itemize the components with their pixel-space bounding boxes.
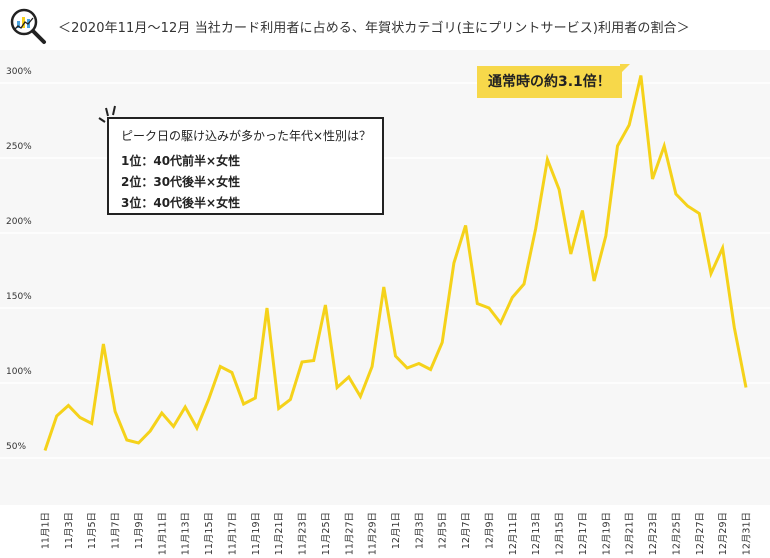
y-tick-label: 300%: [6, 67, 32, 77]
x-axis-ticks: 11月1日 11月3日 11月5日 11月7日 11月9日 11月11日 11月13日 11月…: [41, 512, 753, 555]
x-tick-label: 12月19日: [601, 512, 612, 555]
y-axis-ticks: 50% 100% 150% 200% 250% 300%: [6, 67, 32, 452]
x-tick-label: 12月9日: [484, 512, 495, 549]
x-tick-label: 12月7日: [461, 512, 472, 549]
peak-callout: 通常時の約3.1倍！: [477, 66, 622, 98]
chart-title: ＜2020年11月〜12月 当社カード利用者に占める、年賀状カテゴリ(主にプリン…: [58, 21, 690, 36]
series-group: [43, 75, 748, 451]
x-tick-label: 11月1日: [41, 512, 52, 549]
x-axis-area: [0, 505, 770, 558]
sparkle-icon: [98, 105, 116, 123]
x-tick-label: 11月17日: [227, 512, 238, 555]
x-tick-label: 11月21日: [274, 512, 285, 555]
y-tick-label: 250%: [6, 142, 32, 152]
x-tick-label: 11月25日: [321, 512, 332, 555]
x-tick-label: 11月15日: [204, 512, 215, 555]
y-tick-label: 50%: [6, 442, 26, 452]
x-tick-label: 12月1日: [391, 512, 402, 549]
x-tick-label: 11月11日: [157, 512, 168, 555]
rank-2: 2位：30代後半×女性: [121, 175, 241, 189]
rank-3: 3位：40代後半×女性: [121, 196, 241, 210]
x-tick-label: 12月11日: [508, 512, 519, 555]
x-tick-label: 11月23日: [298, 512, 309, 555]
info-box: ピーク日の駆け込みが多かった年代×性別は？ 1位：40代前半×女性 2位：30代…: [107, 117, 384, 215]
x-tick-label: 12月21日: [625, 512, 636, 555]
x-tick-label: 11月27日: [344, 512, 355, 555]
x-tick-label: 12月5日: [438, 512, 449, 549]
x-tick-label: 11月9日: [134, 512, 145, 549]
x-tick-label: 11月13日: [181, 512, 192, 555]
x-tick-label: 11月5日: [87, 512, 98, 549]
y-tick-label: 150%: [6, 292, 32, 302]
x-tick-label: 12月23日: [648, 512, 659, 555]
grid-lines: [0, 82, 770, 459]
x-tick-label: 12月25日: [671, 512, 682, 555]
x-tick-label: 12月27日: [695, 512, 706, 555]
x-tick-label: 11月3日: [64, 512, 75, 549]
header: ＜2020年11月〜12月 当社カード利用者に占める、年賀状カテゴリ(主にプリン…: [0, 0, 770, 50]
x-tick-label: 11月29日: [368, 512, 379, 555]
y-tick-label: 100%: [6, 367, 32, 377]
x-tick-label: 12月31日: [742, 512, 753, 555]
callout-tail: [620, 64, 630, 74]
x-tick-label: 12月15日: [555, 512, 566, 555]
y-tick-label: 200%: [6, 217, 32, 227]
x-tick-label: 12月3日: [414, 512, 425, 549]
rank-1: 1位：40代前半×女性: [121, 154, 241, 168]
x-tick-label: 12月17日: [578, 512, 589, 555]
x-tick-label: 11月19日: [251, 512, 262, 555]
x-tick-label: 12月29日: [718, 512, 729, 555]
magnifier-chart-icon: [8, 6, 48, 50]
x-tick-label: 12月13日: [531, 512, 542, 555]
info-question: ピーク日の駆け込みが多かった年代×性別は？: [121, 129, 372, 143]
x-tick-label: 11月7日: [111, 512, 122, 549]
